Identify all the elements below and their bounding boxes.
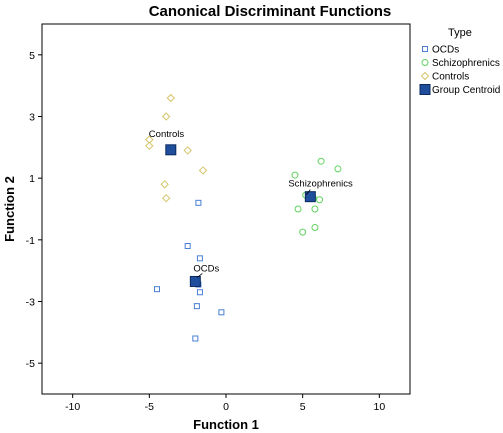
chart-title: Canonical Discriminant Functions (149, 3, 392, 20)
data-point (196, 289, 203, 296)
data-point (145, 141, 154, 150)
y-tick-label: -1 (26, 235, 35, 247)
x-tick-label: 10 (373, 401, 385, 413)
y-tick-label: -3 (26, 297, 35, 309)
annotation-leader (306, 189, 311, 195)
legend-swatch (419, 84, 431, 95)
centroid-marker (189, 275, 201, 287)
y-tick-label: 5 (29, 50, 35, 62)
data-point (193, 303, 200, 310)
data-point (184, 243, 191, 249)
data-point (192, 335, 199, 342)
data-point (299, 228, 307, 236)
centroid-annotation: Controls (149, 129, 185, 140)
data-point (166, 93, 176, 103)
legend-swatch (420, 71, 430, 81)
x-tick-label: -5 (145, 401, 154, 413)
y-tick-label: 3 (29, 112, 35, 124)
data-point (160, 180, 169, 189)
legend-item: Controls (420, 71, 469, 83)
legend-swatch (422, 46, 428, 52)
legend: Type OCDs Schizophrenics Controls Group Cen… (419, 27, 500, 96)
centroid-annotation: Schizophrenics (288, 179, 353, 190)
axes: -10 -5 0 5 10 5 3 1 -1 -3 -5 (26, 50, 386, 413)
data-point (316, 196, 324, 204)
legend-label: OCDs (432, 45, 459, 56)
data-point (196, 255, 203, 262)
centroid-marker (165, 144, 177, 156)
data-point (154, 286, 160, 293)
legend-items: OCDs Schizophrenics Controls Group Centroid (419, 45, 500, 96)
centroid-annotation: OCDs (193, 263, 219, 274)
x-tick-label: -10 (65, 401, 80, 413)
legend-title: Type (448, 27, 472, 39)
data-point (183, 146, 192, 155)
data-point (161, 194, 171, 203)
centroid-annotations: Controls Schizophrenics OCDs (149, 129, 353, 278)
data-point (317, 157, 325, 165)
legend-item: Schizophrenics (421, 58, 500, 69)
y-tick-label: 1 (29, 173, 35, 185)
legend-label: Controls (432, 72, 469, 83)
data-marks (145, 93, 342, 342)
data-point (198, 166, 208, 175)
legend-swatch (421, 59, 429, 66)
data-point (195, 199, 202, 206)
annotation-leader (197, 273, 203, 278)
data-point (291, 171, 299, 179)
centroid-marker (304, 191, 316, 203)
series-controls (145, 93, 208, 203)
data-point (218, 309, 225, 316)
legend-item: OCDs (422, 45, 459, 56)
y-tick-label: -5 (26, 358, 35, 370)
x-tick-label: 5 (300, 401, 306, 413)
plot-area (41, 23, 411, 395)
legend-label: Schizophrenics (432, 58, 500, 69)
data-point (161, 112, 171, 121)
series-group-centroid (165, 144, 316, 287)
legend-item: Group Centroid (419, 84, 500, 96)
data-point (311, 224, 319, 231)
y-axis-label: Function 2 (2, 176, 17, 242)
x-axis-label: Function 1 (193, 417, 259, 432)
data-point (334, 165, 342, 173)
data-point (294, 205, 302, 213)
x-tick-label: 0 (223, 401, 229, 413)
data-point (311, 205, 319, 213)
legend-label: Group Centroid (432, 85, 500, 96)
